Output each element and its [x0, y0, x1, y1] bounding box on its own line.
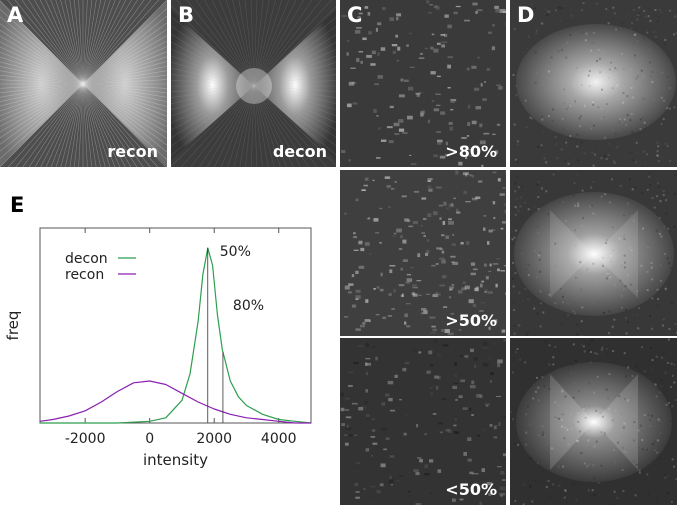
panel-c-letter: C — [347, 3, 362, 27]
x-axis-label: intensity — [143, 451, 208, 469]
x-tick-label: 4000 — [261, 431, 297, 447]
panel-c-middle: >50% — [340, 170, 506, 336]
panel-a-letter: A — [7, 3, 23, 27]
legend-label-decon: decon — [65, 251, 108, 267]
panel-d-letter: D — [517, 3, 534, 27]
panel-b-decon-spectrum: B decon — [171, 0, 336, 167]
panel-d-bottom — [510, 338, 677, 505]
panel-d-bottom-image — [510, 338, 677, 505]
threshold-label-80%: 80% — [233, 298, 264, 314]
threshold-label-50%: 50% — [220, 244, 251, 260]
legend-label-recon: recon — [65, 267, 104, 283]
panel-b-caption: decon — [273, 142, 327, 161]
panel-d-top-image — [510, 0, 677, 167]
panel-c-caption-50: >50% — [445, 311, 497, 330]
x-tick-label: 2000 — [196, 431, 232, 447]
x-tick-label: 0 — [145, 431, 154, 447]
panel-c-top: C >80% — [340, 0, 506, 167]
panel-c-caption-80: >80% — [445, 142, 497, 161]
panel-d-top: D — [510, 0, 677, 167]
panel-c-bottom: <50% — [340, 338, 506, 505]
panel-d-middle — [510, 170, 677, 336]
x-tick-label: -2000 — [65, 431, 106, 447]
panel-c-caption-below-50: <50% — [445, 480, 497, 499]
panel-e-letter: E — [10, 193, 24, 217]
panel-a-caption: recon — [107, 142, 158, 161]
panel-b-letter: B — [178, 3, 194, 27]
panel-d-middle-image — [510, 170, 677, 336]
panel-a-recon-spectrum: A recon — [0, 0, 167, 167]
y-axis-label: freq — [4, 311, 22, 341]
